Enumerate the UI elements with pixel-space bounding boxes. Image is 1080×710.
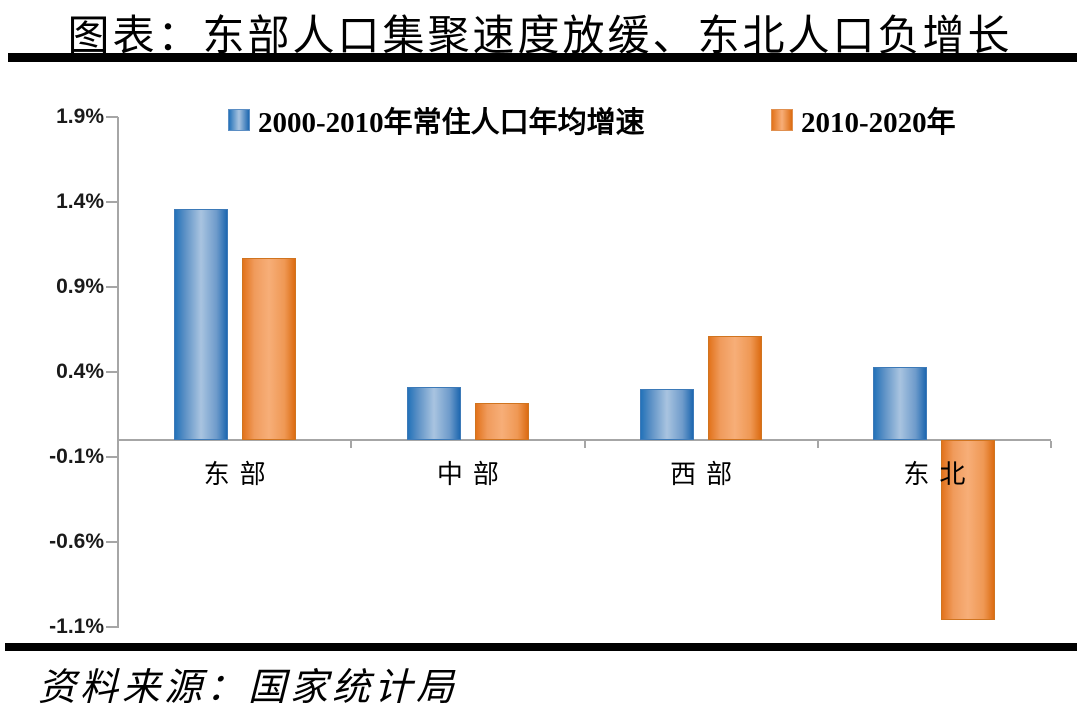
bar-series2-中部 (474, 402, 529, 440)
bar-series1-中部 (406, 387, 461, 440)
title-divider-rule (8, 53, 1077, 62)
y-axis-line (117, 117, 119, 628)
y-axis-tick-label: -1.1% (49, 615, 104, 638)
x-axis-category-label: 中部 (436, 460, 509, 489)
y-axis-tick-label: 0.9% (56, 275, 104, 298)
x-axis-tick (1050, 441, 1052, 448)
legend-swatch-orange-icon (771, 109, 793, 131)
x-axis-category-label: 东北 (903, 460, 976, 489)
bar-series2-西部 (708, 336, 763, 440)
y-axis-tick-label: -0.1% (49, 445, 104, 468)
source-note: 资料来源：国家统计局 (38, 667, 459, 709)
bar-series2-东北 (941, 440, 996, 621)
y-axis-tick-label: 0.4% (56, 360, 104, 383)
bar-series1-东北 (873, 366, 928, 440)
x-axis-category-label: 西部 (670, 460, 743, 489)
y-axis-tick (106, 626, 118, 628)
y-axis-tick (106, 286, 118, 288)
bar-series1-西部 (640, 389, 695, 440)
x-axis-tick (816, 441, 819, 448)
y-axis-tick (106, 201, 118, 203)
x-axis-tick (583, 441, 586, 448)
legend-label-2010-2020: 2010-2020年 (801, 107, 956, 139)
y-axis-tick-label: -0.6% (49, 530, 104, 553)
x-axis-category-label: 东部 (203, 460, 276, 489)
x-axis-baseline (118, 439, 1051, 441)
y-axis-tick (106, 371, 118, 373)
legend-item-2000-2010: 2000-2010年常住人口年均增速 (228, 104, 645, 139)
legend-swatch-blue-icon (228, 109, 250, 131)
figure-title: 图表：东部人口集聚速度放缓、东北人口负增长 (67, 14, 1013, 60)
y-axis-tick-label: 1.4% (56, 190, 104, 213)
footer-divider-rule (5, 643, 1077, 651)
y-axis-tick (106, 456, 118, 458)
y-axis-tick (106, 541, 118, 543)
bar-series2-东部 (241, 258, 296, 440)
y-axis-tick-label: 1.9% (56, 105, 104, 128)
x-axis-tick (350, 441, 353, 448)
legend-item-2010-2020: 2010-2020年 (771, 104, 956, 139)
bar-series1-东部 (173, 208, 228, 440)
legend-label-2000-2010: 2000-2010年常住人口年均增速 (258, 107, 645, 139)
y-axis-tick (106, 116, 118, 118)
